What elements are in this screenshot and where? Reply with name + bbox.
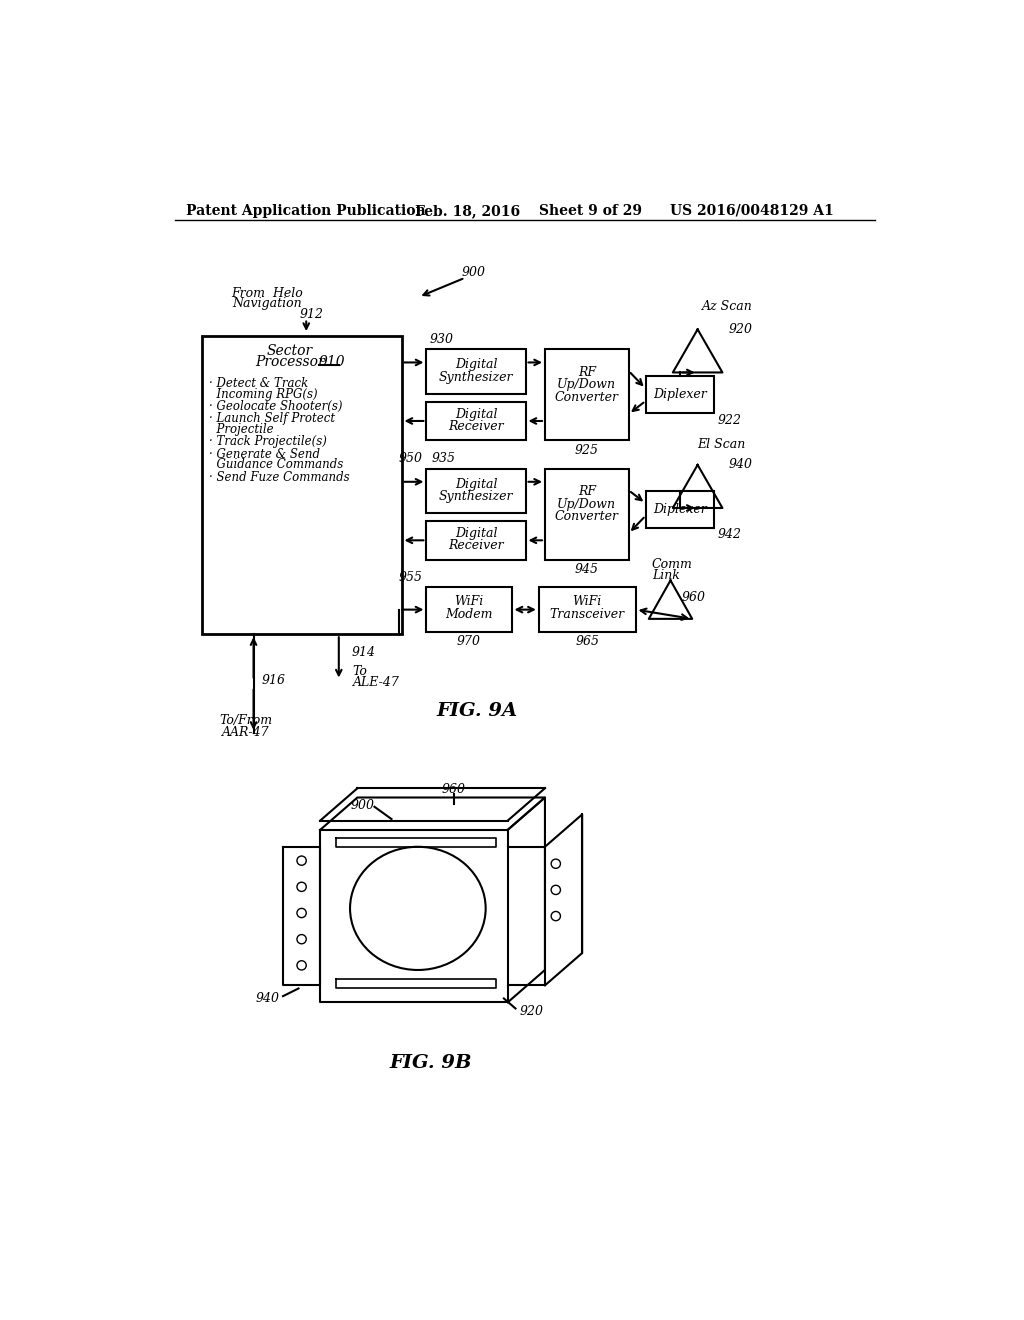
Bar — [539, 587, 636, 632]
Text: WiFi: WiFi — [572, 595, 602, 609]
Text: 940: 940 — [728, 458, 753, 471]
Text: 920: 920 — [728, 323, 753, 335]
Text: ALE-47: ALE-47 — [352, 676, 399, 689]
Text: 960: 960 — [682, 591, 706, 603]
Text: 965: 965 — [575, 635, 599, 648]
Text: FIG. 9B: FIG. 9B — [389, 1055, 471, 1072]
Text: 925: 925 — [574, 444, 599, 457]
Bar — [646, 376, 714, 413]
Text: El Scan: El Scan — [697, 438, 745, 451]
Text: Up/Down: Up/Down — [557, 498, 616, 511]
Text: Up/Down: Up/Down — [557, 379, 616, 391]
Text: Projectile: Projectile — [209, 422, 274, 436]
Text: Synthesizer: Synthesizer — [438, 490, 513, 503]
Bar — [426, 469, 525, 513]
Text: 942: 942 — [718, 528, 741, 541]
Text: WiFi: WiFi — [455, 595, 483, 609]
Text: Diplexer: Diplexer — [653, 503, 707, 516]
Text: Converter: Converter — [555, 510, 618, 523]
Text: RF: RF — [578, 366, 596, 379]
Text: 960: 960 — [441, 783, 466, 796]
Text: Az Scan: Az Scan — [701, 300, 753, 313]
Text: Link: Link — [652, 569, 680, 582]
Text: 970: 970 — [457, 635, 481, 648]
Text: Diplexer: Diplexer — [653, 388, 707, 401]
Bar — [426, 401, 525, 441]
Text: 935: 935 — [431, 453, 456, 465]
Bar — [646, 491, 714, 528]
Text: 916: 916 — [261, 675, 286, 686]
Text: Synthesizer: Synthesizer — [438, 371, 513, 384]
Bar — [426, 350, 525, 395]
Text: Converter: Converter — [555, 391, 618, 404]
Text: Processor: Processor — [255, 355, 325, 370]
Text: · Generate & Send: · Generate & Send — [209, 447, 321, 461]
Text: Digital: Digital — [455, 358, 498, 371]
Text: US 2016/0048129 A1: US 2016/0048129 A1 — [671, 203, 835, 218]
Text: Digital: Digital — [455, 527, 498, 540]
Text: From  Helo: From Helo — [231, 286, 303, 300]
Text: Digital: Digital — [455, 408, 498, 421]
Text: 900: 900 — [350, 799, 375, 812]
Text: 914: 914 — [351, 647, 375, 659]
Bar — [545, 350, 629, 441]
Text: Patent Application Publication: Patent Application Publication — [186, 203, 426, 218]
Text: 910: 910 — [318, 355, 345, 368]
Text: · Launch Self Protect: · Launch Self Protect — [209, 412, 336, 425]
Text: RF: RF — [578, 486, 596, 499]
Text: 930: 930 — [430, 333, 454, 346]
Text: Sheet 9 of 29: Sheet 9 of 29 — [539, 203, 642, 218]
Text: 912: 912 — [300, 308, 324, 321]
Bar — [202, 335, 401, 635]
Text: FIG. 9A: FIG. 9A — [436, 702, 517, 721]
Bar — [426, 587, 512, 632]
Text: AAR-47: AAR-47 — [222, 726, 269, 739]
Text: 950: 950 — [398, 453, 423, 465]
Text: Modem: Modem — [445, 607, 493, 620]
Text: 922: 922 — [718, 414, 741, 428]
Text: To: To — [352, 665, 368, 677]
Text: Feb. 18, 2016: Feb. 18, 2016 — [415, 203, 520, 218]
Text: 940: 940 — [256, 991, 280, 1005]
Text: Sector: Sector — [267, 345, 313, 358]
Text: · Track Projectile(s): · Track Projectile(s) — [209, 436, 328, 449]
Text: Transceiver: Transceiver — [550, 607, 625, 620]
Text: Guidance Commands: Guidance Commands — [209, 458, 344, 471]
Text: · Send Fuze Commands: · Send Fuze Commands — [209, 471, 350, 483]
Text: · Detect & Track: · Detect & Track — [209, 376, 308, 389]
Text: · Geolocate Shooter(s): · Geolocate Shooter(s) — [209, 400, 343, 413]
Text: 945: 945 — [574, 564, 599, 576]
Text: Receiver: Receiver — [449, 539, 504, 552]
Text: 920: 920 — [519, 1005, 544, 1018]
Bar — [426, 521, 525, 560]
Text: Incoming RPG(s): Incoming RPG(s) — [209, 388, 318, 400]
Bar — [545, 469, 629, 560]
Text: Navigation: Navigation — [232, 297, 302, 310]
Text: Receiver: Receiver — [449, 420, 504, 433]
Text: 900: 900 — [461, 265, 485, 279]
Text: Comm: Comm — [652, 558, 693, 572]
Text: 955: 955 — [398, 570, 423, 583]
Text: To/From: To/From — [219, 714, 272, 727]
Text: Digital: Digital — [455, 478, 498, 491]
